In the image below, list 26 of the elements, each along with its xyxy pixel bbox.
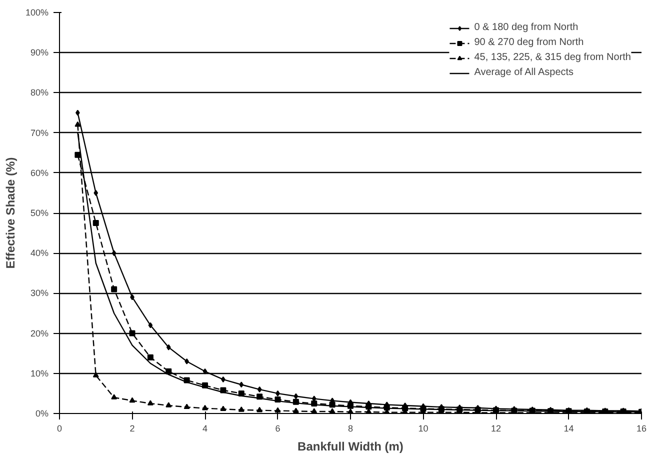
y-tick-label: 90% bbox=[30, 48, 48, 58]
x-tick-label: 12 bbox=[490, 424, 502, 434]
x-tick-label: 4 bbox=[202, 424, 208, 434]
y-tick-label: 20% bbox=[30, 328, 48, 338]
x-tick-label: 14 bbox=[564, 424, 574, 434]
legend-label: Average of All Aspects bbox=[474, 67, 574, 78]
y-tick-label: 10% bbox=[30, 368, 48, 378]
x-tick-label: 0 bbox=[56, 424, 62, 434]
y-tick-label: 70% bbox=[30, 128, 48, 138]
y-tick-label: 0% bbox=[35, 408, 49, 418]
y-tick-label: 50% bbox=[30, 208, 48, 218]
legend-label: 45, 135, 225, & 315 deg from North bbox=[474, 52, 631, 63]
y-tick-label: 100% bbox=[25, 8, 49, 18]
y-tick-label: 80% bbox=[30, 88, 48, 98]
x-tick-label: 8 bbox=[348, 424, 354, 434]
y-axis-title: Effective Shade (%) bbox=[3, 157, 18, 269]
x-tick-label: 16 bbox=[636, 424, 647, 434]
x-tick-label: 2 bbox=[130, 424, 135, 434]
x-tick-label: 6 bbox=[275, 424, 280, 434]
x-axis-title: Bankfull Width (m) bbox=[298, 440, 404, 454]
x-tick-label: 10 bbox=[418, 424, 428, 434]
y-tick-label: 60% bbox=[30, 168, 48, 178]
y-tick-label: 30% bbox=[30, 288, 48, 298]
legend-label: 0 & 180 deg from North bbox=[474, 22, 578, 33]
y-tick-label: 40% bbox=[30, 248, 48, 258]
legend-label: 90 & 270 deg from North bbox=[474, 37, 584, 48]
